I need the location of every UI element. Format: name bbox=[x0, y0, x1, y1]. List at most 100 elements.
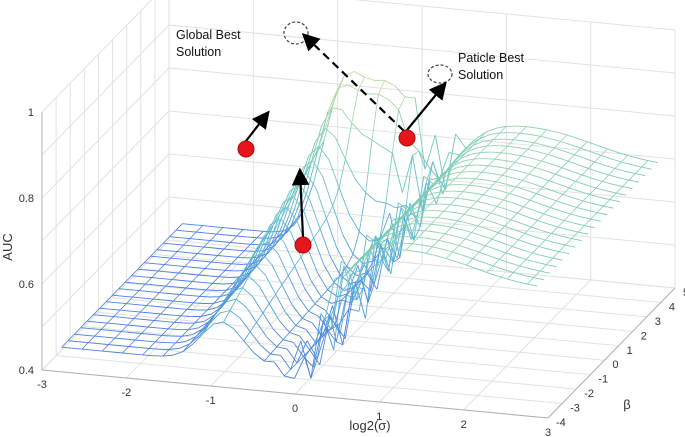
mesh-line bbox=[575, 174, 583, 182]
mesh-line bbox=[223, 242, 231, 250]
mesh-line bbox=[470, 201, 478, 209]
mesh-line bbox=[514, 161, 526, 166]
mesh-line bbox=[277, 253, 289, 276]
mesh-line bbox=[173, 243, 184, 246]
mesh-line bbox=[286, 348, 298, 364]
mesh-line bbox=[501, 168, 509, 176]
mesh-line bbox=[395, 216, 403, 224]
mesh-line bbox=[90, 328, 102, 331]
mesh-line bbox=[107, 322, 118, 325]
mesh-line bbox=[171, 279, 183, 281]
mesh-line bbox=[218, 276, 230, 278]
mesh-line bbox=[509, 262, 520, 267]
mesh-line bbox=[290, 340, 302, 370]
mesh-line bbox=[422, 190, 430, 198]
mesh-line bbox=[594, 155, 602, 163]
mesh-line bbox=[352, 231, 360, 255]
mesh-line bbox=[523, 140, 535, 144]
mesh-line bbox=[328, 324, 340, 331]
mesh-line bbox=[256, 322, 268, 338]
mesh-line bbox=[609, 199, 620, 203]
mesh-line bbox=[317, 140, 325, 152]
mesh-line bbox=[280, 207, 288, 220]
mesh-line bbox=[355, 179, 367, 193]
mesh-line bbox=[295, 324, 307, 330]
mesh-line bbox=[496, 125, 507, 129]
mesh-line bbox=[266, 224, 274, 236]
mesh-line bbox=[385, 202, 397, 209]
mesh-line bbox=[442, 184, 450, 192]
mesh-line bbox=[243, 244, 251, 252]
to-global-best-arrow bbox=[301, 32, 405, 132]
mesh-line bbox=[195, 329, 203, 337]
mesh-line bbox=[496, 206, 508, 211]
mesh-line bbox=[515, 255, 527, 260]
mesh-line bbox=[169, 347, 180, 350]
grid-line bbox=[378, 271, 507, 403]
mesh-line bbox=[561, 235, 572, 240]
mesh-line bbox=[294, 266, 306, 289]
mesh-line bbox=[494, 158, 505, 161]
mesh-line bbox=[555, 173, 566, 179]
mesh-line bbox=[517, 206, 524, 214]
mesh-line bbox=[539, 203, 551, 208]
mesh-line bbox=[357, 255, 365, 263]
mesh-line bbox=[450, 204, 461, 207]
mesh-line bbox=[206, 289, 217, 291]
particle-marker bbox=[237, 140, 255, 158]
mesh-line bbox=[438, 184, 450, 188]
mesh-line bbox=[319, 228, 331, 257]
mesh-line bbox=[151, 277, 162, 280]
mesh-line bbox=[164, 264, 175, 267]
mesh-line bbox=[432, 161, 440, 180]
mesh-line bbox=[240, 242, 251, 245]
mesh-line bbox=[527, 148, 538, 153]
mesh-line bbox=[552, 257, 563, 261]
mesh-line bbox=[443, 210, 455, 213]
mesh-line bbox=[544, 239, 556, 244]
mesh-line bbox=[506, 278, 518, 283]
velocity-arrow bbox=[245, 110, 270, 142]
mesh-line bbox=[419, 179, 431, 228]
mesh-line bbox=[456, 191, 464, 199]
mesh-line bbox=[179, 343, 190, 349]
mesh-line bbox=[101, 344, 109, 352]
mesh-line bbox=[211, 255, 218, 263]
mesh-line bbox=[276, 207, 288, 214]
mesh-line bbox=[405, 249, 416, 252]
mesh-line bbox=[608, 174, 619, 179]
mesh-line bbox=[499, 252, 507, 260]
mesh-line bbox=[559, 183, 570, 189]
mesh-line bbox=[580, 141, 588, 149]
mesh-line bbox=[635, 173, 646, 177]
mesh-line bbox=[475, 171, 483, 179]
mesh-line bbox=[98, 343, 109, 346]
mesh-line bbox=[198, 268, 206, 276]
mesh-line bbox=[409, 205, 421, 211]
mesh-line bbox=[140, 305, 147, 313]
mesh-line bbox=[351, 280, 363, 304]
mesh-line bbox=[419, 203, 431, 207]
mesh-line bbox=[595, 181, 603, 189]
mesh-line bbox=[512, 177, 523, 181]
mesh-line bbox=[493, 132, 501, 140]
mesh-line bbox=[341, 260, 352, 270]
mesh-line bbox=[600, 154, 612, 160]
mesh-line bbox=[522, 249, 533, 254]
mesh-line bbox=[446, 197, 457, 199]
mesh-line bbox=[281, 284, 293, 306]
mesh-line bbox=[462, 144, 474, 153]
mesh-line bbox=[417, 210, 424, 218]
mesh-line bbox=[562, 193, 574, 199]
mesh-line bbox=[477, 219, 485, 227]
mesh-line bbox=[229, 310, 241, 319]
mesh-line bbox=[268, 294, 276, 304]
mesh-line bbox=[510, 212, 518, 220]
mesh-line bbox=[163, 299, 174, 302]
grid-line bbox=[140, 268, 647, 318]
mesh-line bbox=[223, 310, 231, 323]
z-tick-label: 0.4 bbox=[19, 365, 34, 377]
mesh-line bbox=[352, 253, 364, 265]
mesh-line bbox=[280, 355, 292, 370]
